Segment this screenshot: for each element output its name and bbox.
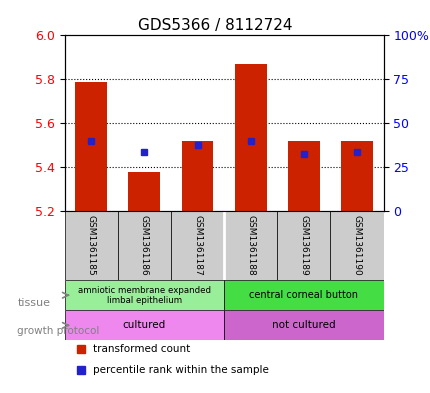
- Bar: [75, 81, 107, 211]
- Bar: [181, 141, 213, 211]
- Bar: [276, 211, 330, 280]
- Bar: [128, 172, 160, 211]
- Text: GSM1361187: GSM1361187: [193, 215, 202, 276]
- Bar: [234, 64, 266, 211]
- Text: cultured: cultured: [123, 320, 166, 331]
- Bar: [287, 141, 319, 211]
- Bar: [224, 280, 383, 310]
- Bar: [171, 211, 224, 280]
- Bar: [340, 141, 372, 211]
- Text: GSM1361185: GSM1361185: [86, 215, 95, 276]
- Bar: [117, 211, 171, 280]
- Text: transformed count: transformed count: [93, 344, 190, 354]
- Text: GSM1361189: GSM1361189: [299, 215, 307, 276]
- Text: GSM1361190: GSM1361190: [352, 215, 361, 276]
- Text: GSM1361186: GSM1361186: [140, 215, 148, 276]
- Text: amniotic membrane expanded
limbal epithelium: amniotic membrane expanded limbal epithe…: [78, 286, 210, 305]
- Text: percentile rank within the sample: percentile rank within the sample: [93, 365, 269, 375]
- Bar: [224, 310, 383, 340]
- Text: growth protocol: growth protocol: [17, 326, 99, 336]
- Bar: [224, 211, 276, 280]
- Text: GDS5366 / 8112724: GDS5366 / 8112724: [138, 18, 292, 33]
- Bar: [330, 211, 383, 280]
- Bar: [64, 280, 224, 310]
- Text: central corneal button: central corneal button: [249, 290, 357, 300]
- Bar: [64, 310, 224, 340]
- Text: not cultured: not cultured: [271, 320, 335, 331]
- Text: tissue: tissue: [17, 298, 50, 309]
- Text: GSM1361188: GSM1361188: [246, 215, 255, 276]
- Bar: [64, 211, 117, 280]
